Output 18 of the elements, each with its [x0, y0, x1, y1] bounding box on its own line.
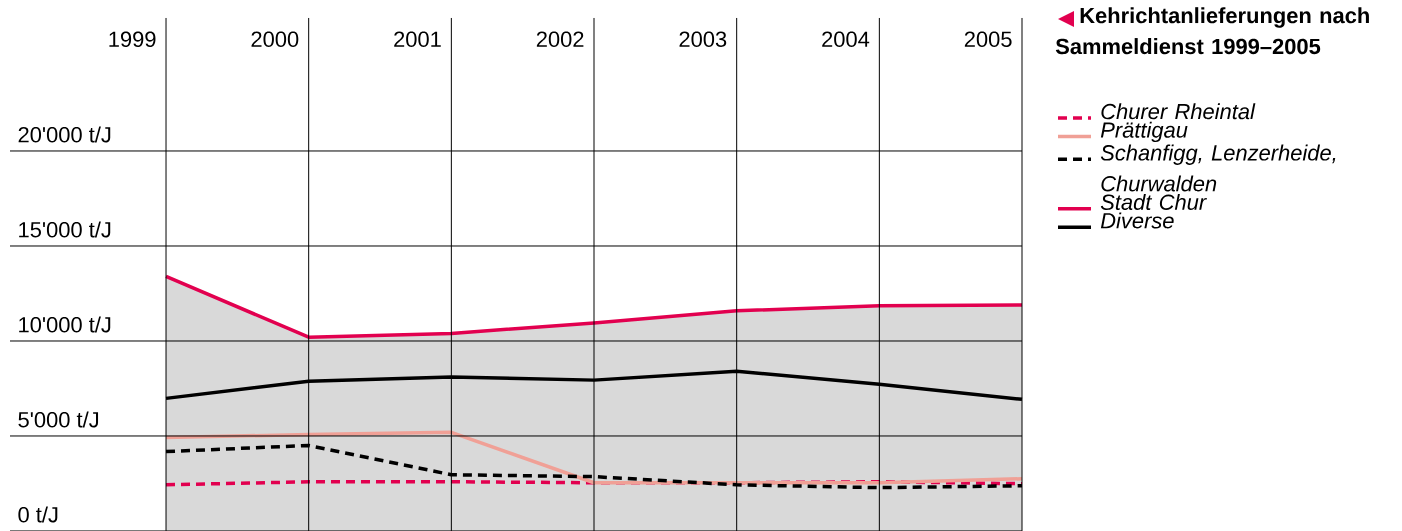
y-tick-label: 5'000 t/J: [18, 411, 99, 428]
y-tick-label: 20'000 t/J: [18, 126, 111, 143]
x-tick-label: 2002: [536, 31, 584, 48]
x-tick-label: 2003: [679, 31, 727, 48]
x-tick-label: 2000: [251, 31, 299, 48]
y-tick-label: 10'000 t/J: [19, 316, 111, 333]
x-tick-label: 2004: [822, 31, 870, 48]
legend-label: Diverse: [1100, 212, 1174, 229]
x-tick-label: 1999: [109, 31, 156, 48]
x-tick-label: 2005: [964, 31, 1012, 48]
legend-label: Churer Rheintal: [1101, 103, 1256, 120]
y-tick-label: 15'000 t/J: [19, 221, 111, 238]
legend-label: Prättigau: [1100, 121, 1188, 143]
y-tick-label: 0 t/J: [18, 506, 58, 523]
legend-label: Stadt Chur: [1100, 193, 1207, 210]
legend-title: Kehrichtanlieferungen nach Sammeldienst 1999–2005: [1055, 7, 1369, 55]
legend-label: Schanfigg, Lenzerheide, Churwalden: [1100, 144, 1336, 192]
x-tick-label: 2001: [394, 31, 441, 48]
